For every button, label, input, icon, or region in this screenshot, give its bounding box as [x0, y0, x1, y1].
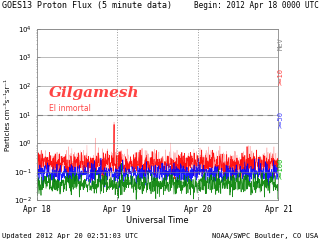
Text: >=50: >=50	[278, 112, 284, 128]
Text: >=10: >=10	[278, 68, 284, 85]
Text: Updated 2012 Apr 20 02:51:03 UTC: Updated 2012 Apr 20 02:51:03 UTC	[2, 233, 138, 239]
Text: NOAA/SWPC Boulder, CO USA: NOAA/SWPC Boulder, CO USA	[212, 233, 318, 239]
Text: GOES13 Proton Flux (5 minute data): GOES13 Proton Flux (5 minute data)	[2, 1, 172, 10]
Text: El inmortal: El inmortal	[49, 104, 91, 113]
Text: MeV: MeV	[278, 37, 284, 50]
Y-axis label: Particles cm⁻³s⁻¹sr⁻¹: Particles cm⁻³s⁻¹sr⁻¹	[5, 79, 12, 150]
X-axis label: Universal Time: Universal Time	[126, 216, 189, 225]
Text: >=100: >=100	[278, 157, 284, 179]
Text: Begin: 2012 Apr 18 0000 UTC: Begin: 2012 Apr 18 0000 UTC	[194, 1, 318, 10]
Text: Gilgamesh: Gilgamesh	[49, 86, 140, 100]
